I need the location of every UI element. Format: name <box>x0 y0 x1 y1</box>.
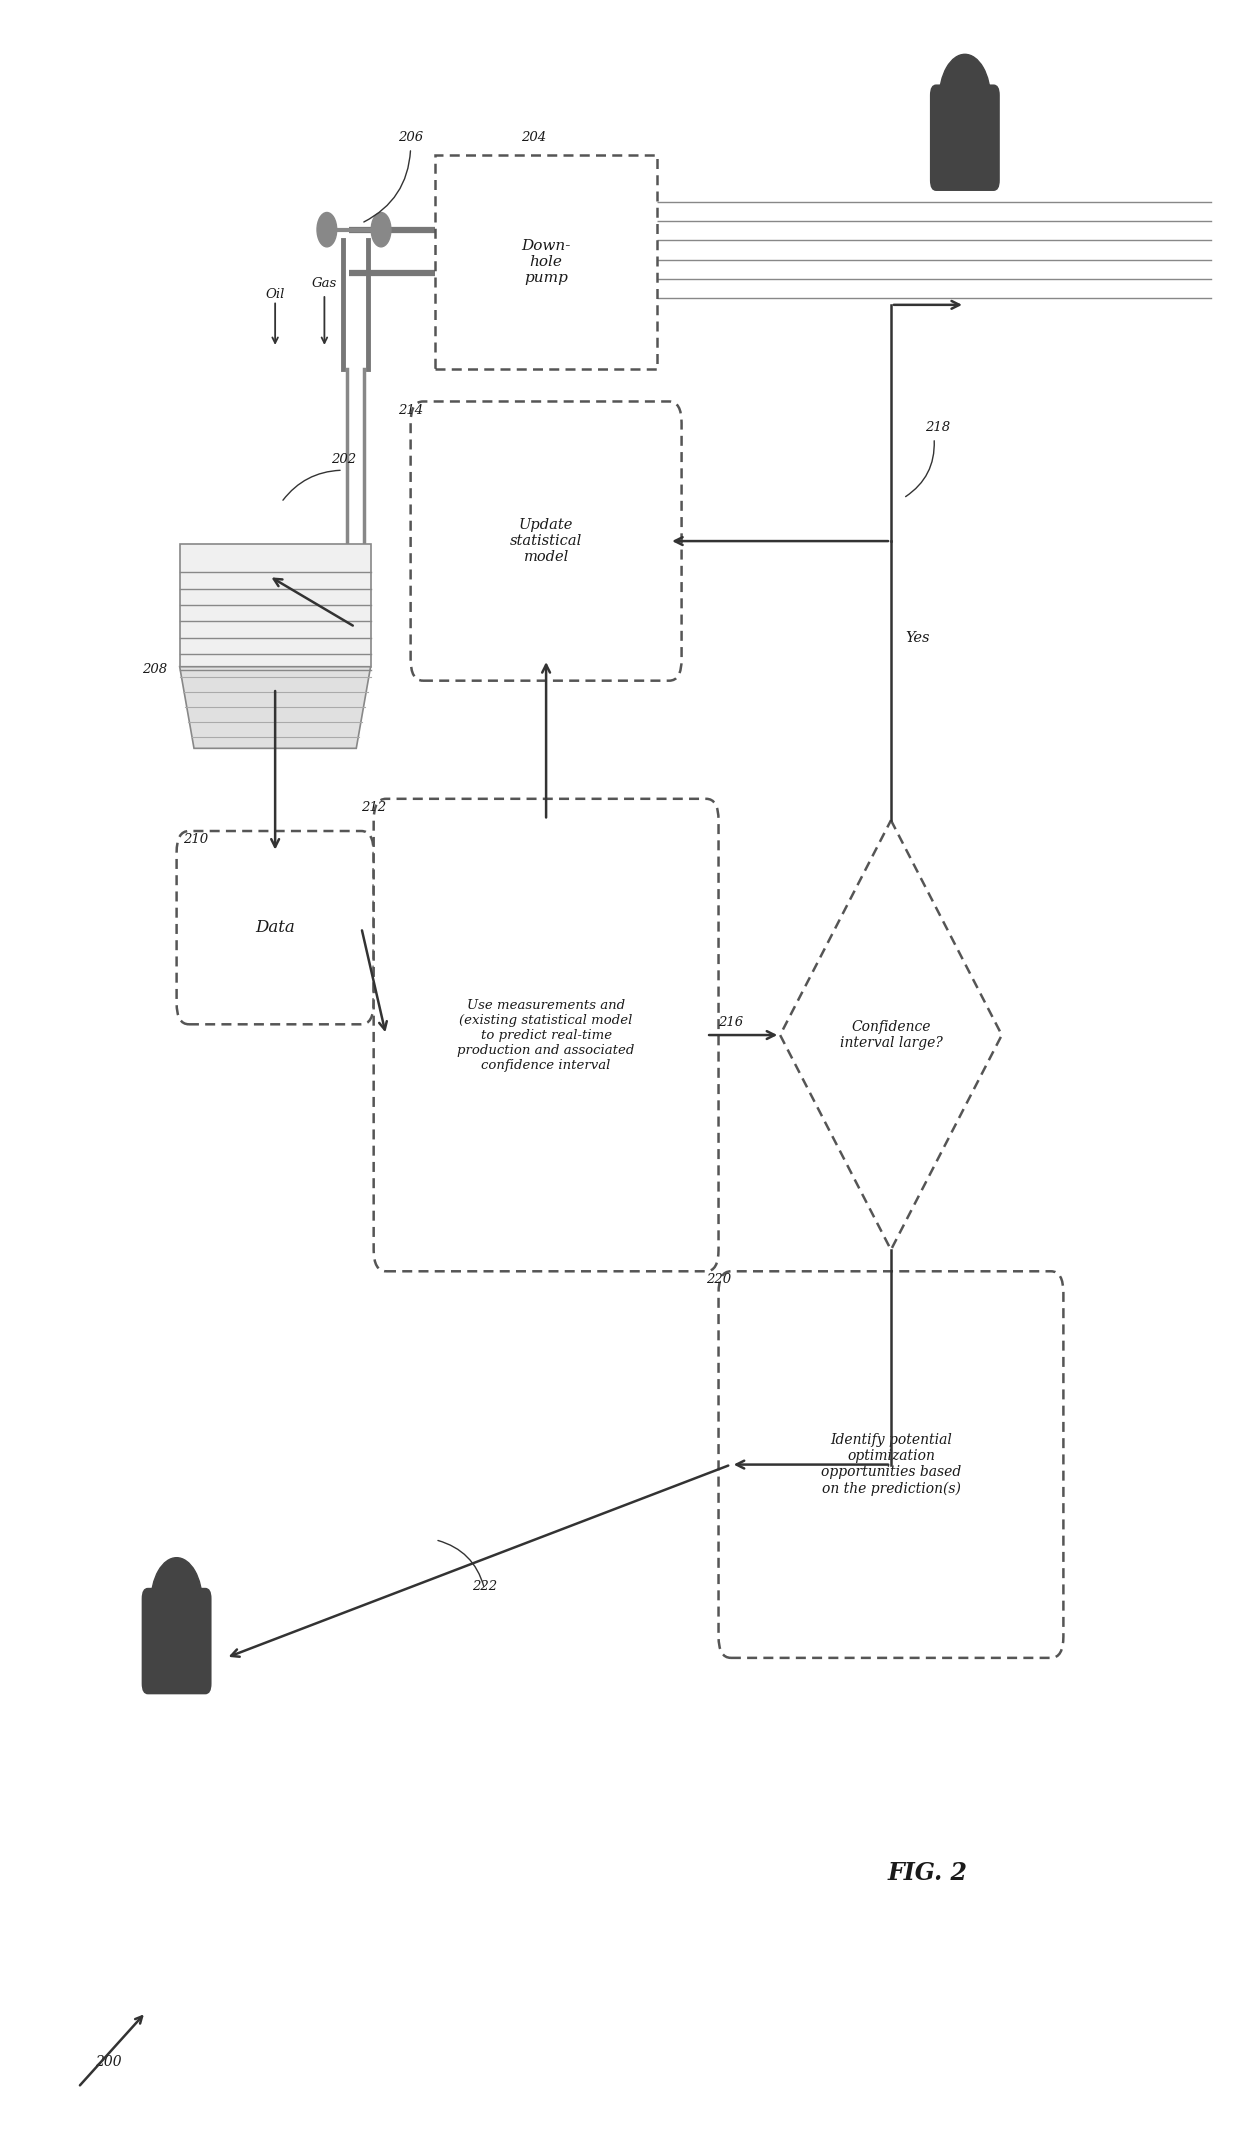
Text: Use measurements and
(existing statistical model
to predict real-time
production: Use measurements and (existing statistic… <box>458 998 635 1072</box>
Text: Yes: Yes <box>905 632 930 645</box>
Text: 210: 210 <box>182 832 208 845</box>
FancyBboxPatch shape <box>180 543 371 666</box>
FancyBboxPatch shape <box>373 800 718 1272</box>
FancyBboxPatch shape <box>930 84 999 192</box>
Text: 212: 212 <box>361 800 387 813</box>
Polygon shape <box>780 819 1002 1250</box>
Text: 200: 200 <box>95 2055 123 2068</box>
Text: No: No <box>838 1350 861 1365</box>
FancyBboxPatch shape <box>410 401 682 681</box>
Text: 222: 222 <box>472 1580 497 1593</box>
Text: Confidence
interval large?: Confidence interval large? <box>839 1020 942 1050</box>
Circle shape <box>317 213 337 246</box>
Text: 202: 202 <box>331 453 356 466</box>
Circle shape <box>151 1557 202 1647</box>
Text: Identify potential
optimization
opportunities based
on the prediction(s): Identify potential optimization opportun… <box>821 1434 961 1496</box>
Text: Down-
hole
pump: Down- hole pump <box>521 239 570 285</box>
Text: 214: 214 <box>398 403 423 416</box>
FancyBboxPatch shape <box>176 830 373 1024</box>
Text: 216: 216 <box>718 1015 744 1028</box>
Text: Oil: Oil <box>265 287 285 300</box>
Circle shape <box>371 213 391 246</box>
Text: 208: 208 <box>143 664 167 677</box>
FancyBboxPatch shape <box>435 155 657 369</box>
Circle shape <box>939 54 991 144</box>
Text: 220: 220 <box>707 1274 732 1287</box>
Text: Gas: Gas <box>311 276 337 289</box>
Text: Update
statistical
model: Update statistical model <box>510 517 583 565</box>
Text: 204: 204 <box>522 132 547 144</box>
FancyBboxPatch shape <box>718 1272 1064 1658</box>
Text: FIG. 2: FIG. 2 <box>888 1861 968 1884</box>
Text: 218: 218 <box>925 420 951 433</box>
FancyBboxPatch shape <box>141 1587 212 1695</box>
Polygon shape <box>180 666 371 748</box>
Text: 206: 206 <box>398 132 423 144</box>
Text: Data: Data <box>255 918 295 936</box>
